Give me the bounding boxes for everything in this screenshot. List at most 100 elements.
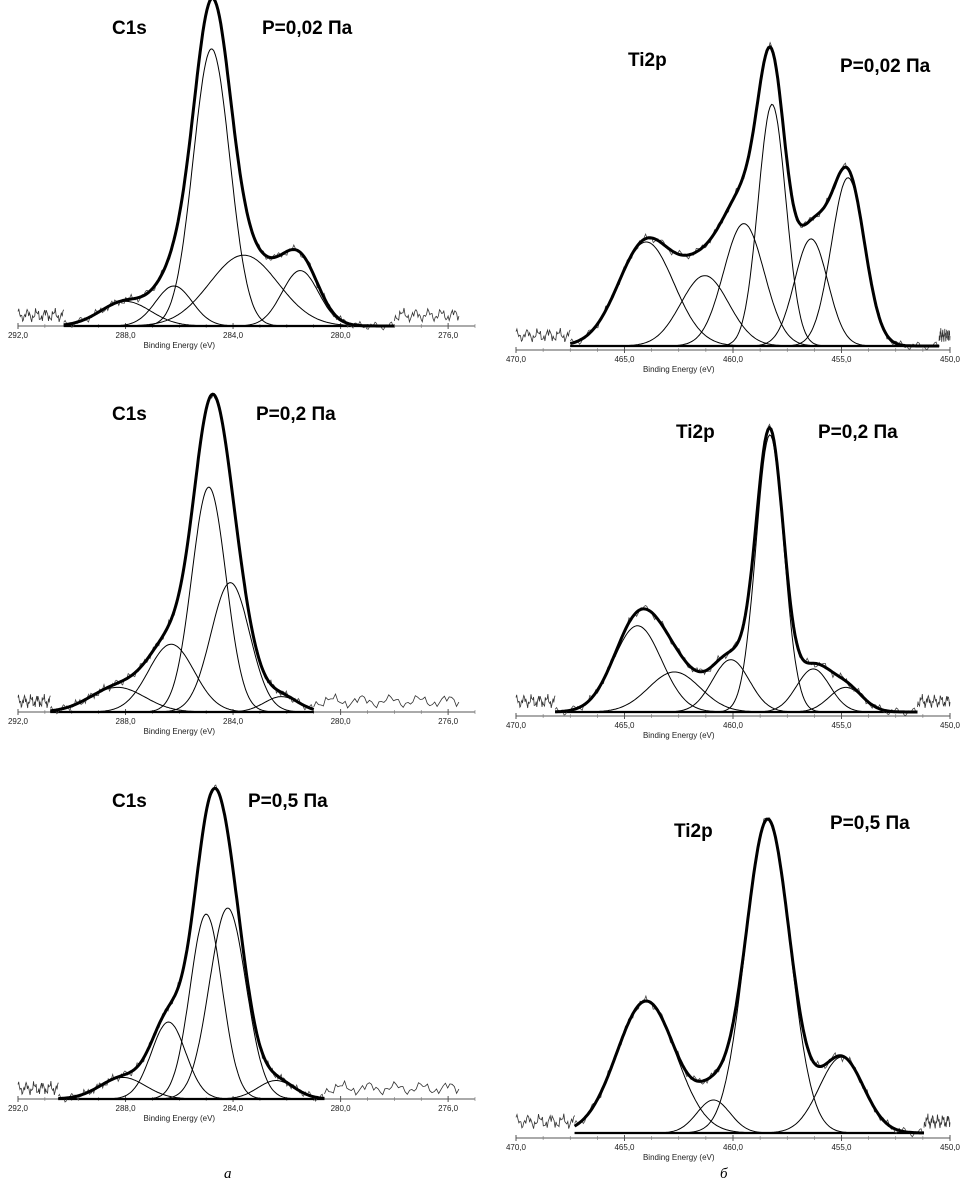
x-tick-label: 276,0	[438, 717, 459, 726]
raw-spectrum	[554, 423, 918, 717]
x-tick-label: 284,0	[223, 1104, 244, 1113]
pressure-label: P=0,02 Па	[262, 18, 353, 39]
raw-background-trace	[515, 693, 556, 709]
fit-envelope	[569, 45, 940, 348]
fit-envelope	[50, 392, 315, 713]
raw-spectrum	[49, 394, 314, 715]
component-peak	[63, 270, 395, 327]
x-tick-label: 470,0	[506, 355, 527, 364]
ti2p-spectrum-2: 470,0 465,0 460,0 455,0 450,0 Binding Energy …	[506, 423, 961, 740]
raw-background-trace	[938, 328, 951, 342]
element-label: C1s	[112, 791, 147, 812]
x-tick-label: 460,0	[723, 355, 744, 364]
component-peak	[555, 686, 918, 713]
component-peak	[574, 1056, 924, 1134]
caption-right: б	[720, 1166, 728, 1182]
component-peak	[570, 177, 940, 347]
raw-background-trace	[917, 693, 951, 708]
x-tick-label: 292,0	[8, 331, 29, 340]
raw-background-trace	[17, 1080, 59, 1096]
x-tick-label: 276,0	[438, 1104, 459, 1113]
ti2p-spectrum-3: 470,0 465,0 460,0 455,0 450,0 Binding Energy …	[506, 817, 961, 1162]
element-label: C1s	[112, 18, 147, 39]
element-label: Ti2p	[628, 50, 667, 71]
x-tick-label: 288,0	[116, 1104, 137, 1113]
pressure-label: P=0,5 Па	[248, 791, 328, 812]
component-peak	[50, 686, 314, 713]
raw-background-trace	[923, 1113, 951, 1129]
raw-background-trace	[515, 1113, 575, 1129]
c1s-panel-3: 292,0 288,0 284,0 280,0 276,0 Binding Energy …	[0, 773, 476, 1138]
component-peak	[58, 907, 325, 1100]
x-tick-label: 284,0	[223, 717, 244, 726]
component-peak	[570, 275, 940, 347]
element-label: Ti2p	[676, 422, 715, 443]
ti2p-spectrum-1: 470,0 465,0 460,0 455,0 450,0 Binding Energy …	[506, 41, 961, 374]
pressure-label: P=0,2 Па	[256, 404, 336, 425]
x-tick-label: 284,0	[223, 331, 244, 340]
element-label: Ti2p	[674, 821, 713, 842]
component-peak	[555, 668, 918, 713]
x-axis-label: Binding Energy (eV)	[143, 341, 215, 350]
x-tick-label: 288,0	[116, 717, 137, 726]
fit-envelope	[573, 817, 924, 1135]
component-peak	[50, 486, 314, 713]
x-tick-label: 292,0	[8, 1104, 29, 1113]
element-label: C1s	[112, 404, 147, 425]
x-tick-label: 465,0	[614, 721, 635, 730]
raw-background-trace	[324, 1079, 460, 1096]
pressure-label: P=0,5 Па	[830, 813, 910, 834]
fit-envelope	[58, 786, 325, 1101]
component-peak	[50, 696, 314, 713]
x-tick-label: 450,0	[940, 355, 961, 364]
x-tick-label: 450,0	[940, 1143, 961, 1152]
x-axis-label: Binding Energy (eV)	[143, 1114, 215, 1123]
x-tick-label: 455,0	[831, 721, 852, 730]
x-tick-label: 288,0	[116, 331, 137, 340]
component-peak	[555, 671, 918, 713]
ti2p-panel-1: 470,0 465,0 460,0 455,0 450,0 Binding Energy …	[488, 0, 963, 374]
component-peak	[63, 254, 395, 327]
component-peak	[574, 1000, 924, 1134]
fit-envelope	[63, 0, 395, 328]
x-tick-label: 292,0	[8, 717, 29, 726]
ti2p-panel-3: 470,0 465,0 460,0 455,0 450,0 Binding Energy …	[488, 773, 963, 1162]
component-peak	[574, 819, 924, 1134]
x-tick-label: 280,0	[331, 717, 352, 726]
x-axis-label: Binding Energy (eV)	[643, 365, 715, 374]
x-tick-label: 276,0	[438, 331, 459, 340]
pressure-label: P=0,2 Па	[818, 422, 898, 443]
x-tick-label: 280,0	[331, 331, 352, 340]
c1s-spectrum-2: 292,0 288,0 284,0 280,0 276,0 Binding Energy …	[8, 392, 476, 736]
component-peak	[570, 103, 940, 347]
raw-background-trace	[394, 307, 460, 324]
raw-background-trace	[17, 307, 65, 323]
raw-background-trace	[313, 692, 460, 709]
caption-left: а	[224, 1166, 232, 1182]
raw-spectrum	[63, 0, 395, 331]
fit-envelope	[555, 425, 918, 714]
x-tick-label: 465,0	[614, 355, 635, 364]
component-peak	[58, 1080, 325, 1100]
x-tick-label: 465,0	[614, 1143, 635, 1152]
x-axis-label: Binding Energy (eV)	[643, 731, 715, 740]
ti2p-panel-2: 470,0 465,0 460,0 455,0 450,0 Binding Energy …	[488, 386, 963, 751]
x-tick-label: 460,0	[723, 721, 744, 730]
c1s-panel-2: 292,0 288,0 284,0 280,0 276,0 Binding Energy …	[0, 386, 476, 751]
raw-spectrum	[569, 41, 940, 351]
raw-spectrum	[57, 784, 325, 1103]
x-tick-label: 455,0	[831, 1143, 852, 1152]
raw-background-trace	[515, 327, 571, 343]
x-tick-label: 455,0	[831, 355, 852, 364]
raw-spectrum	[574, 817, 925, 1138]
c1s-spectrum-1: 292,0 288,0 284,0 280,0 276,0 Binding Energy …	[8, 0, 476, 350]
x-axis-label: Binding Energy (eV)	[643, 1153, 715, 1162]
x-tick-label: 460,0	[723, 1143, 744, 1152]
c1s-panel-1: 292,0 288,0 284,0 280,0 276,0 Binding Energy …	[0, 0, 476, 365]
x-tick-label: 470,0	[506, 1143, 527, 1152]
pressure-label: P=0,02 Па	[840, 56, 931, 77]
c1s-spectrum-3: 292,0 288,0 284,0 280,0 276,0 Binding Energy …	[8, 784, 476, 1123]
x-tick-label: 470,0	[506, 721, 527, 730]
x-axis-label: Binding Energy (eV)	[143, 727, 215, 736]
x-tick-label: 280,0	[331, 1104, 352, 1113]
